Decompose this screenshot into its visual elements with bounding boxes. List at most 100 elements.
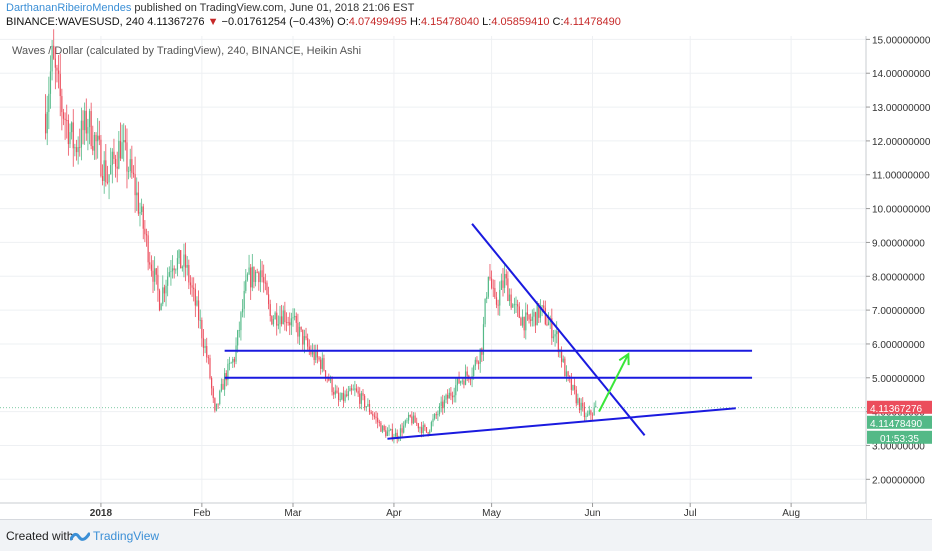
candle-body	[258, 272, 260, 283]
candle-body	[300, 326, 302, 330]
price-axis[interactable]: 15.00000000 14.00000000 13.00000000 12.0000…	[865, 35, 932, 519]
candle-body	[536, 303, 538, 326]
candle-body	[517, 304, 519, 307]
candle-body	[502, 280, 504, 288]
candle-body	[546, 324, 548, 326]
candle-body	[359, 393, 361, 404]
candle-body	[450, 392, 452, 396]
candle-body	[79, 147, 81, 148]
price-chart[interactable]: Waves / Dollar (calculated by TradingVie…	[0, 0, 932, 519]
candle-body	[587, 414, 589, 416]
candle-body	[62, 112, 65, 119]
candle-body	[101, 176, 104, 181]
candle-body	[113, 151, 115, 159]
last-price-text: 4.11367276	[147, 16, 205, 28]
candle-body	[134, 174, 136, 196]
candle-body	[562, 358, 564, 362]
candle-body	[508, 294, 511, 302]
candle-body	[281, 316, 283, 325]
candle-body	[564, 358, 566, 377]
candle-body	[590, 410, 592, 415]
candle-body	[499, 289, 501, 306]
candle-body	[214, 398, 216, 411]
candle-body	[525, 312, 527, 331]
candle-body	[321, 358, 323, 369]
candle-body	[188, 265, 190, 283]
candle-body	[77, 147, 79, 153]
candle-body	[66, 119, 68, 121]
time-axis[interactable]: 2018 Feb Mar Apr May Jun Jul Aug	[0, 502, 866, 519]
candle-body	[487, 276, 489, 297]
tradingview-brand-link[interactable]: TradingView	[93, 529, 160, 543]
price-tick-label: 9.00000000	[872, 238, 925, 249]
candle-body	[438, 405, 441, 415]
candle-body	[346, 394, 348, 396]
candle-body	[409, 414, 411, 417]
candle-body	[556, 331, 558, 335]
price-tick-label: 8.00000000	[872, 272, 925, 283]
candle-body	[461, 380, 463, 382]
candle-body	[250, 267, 252, 288]
candle-body	[544, 307, 546, 325]
candle-body	[364, 395, 366, 408]
candle-body	[276, 312, 278, 326]
candle-body	[116, 166, 118, 169]
candle-body	[197, 300, 200, 321]
candle-body	[380, 422, 382, 432]
candle-body	[557, 331, 559, 353]
candle-body	[367, 404, 369, 407]
candle-body	[401, 428, 403, 433]
candle-body	[53, 45, 55, 59]
candle-body	[207, 357, 209, 359]
candle-body	[375, 416, 377, 418]
candle-body	[422, 425, 424, 434]
target-arrow[interactable]	[598, 353, 630, 413]
candle-body	[85, 110, 87, 134]
candle-body	[49, 71, 52, 94]
high-label: H:	[409, 16, 421, 28]
descending-trendline[interactable]	[471, 223, 646, 436]
candle-body	[533, 312, 535, 317]
countdown-label: 01:53:35	[880, 434, 919, 445]
candle-body	[403, 425, 405, 433]
created-with-text: Created with	[6, 529, 74, 543]
candle-body	[390, 428, 392, 430]
close-price-badge	[867, 415, 932, 429]
candle-body	[241, 308, 244, 313]
candle-body	[477, 362, 480, 364]
price-tick-label: 6.00000000	[872, 340, 925, 351]
candle-body	[593, 407, 595, 416]
candle-body	[560, 350, 563, 362]
drawings[interactable]	[224, 223, 753, 440]
candle-body	[240, 312, 242, 331]
open-value: 4.07499495	[348, 16, 407, 28]
candle-body	[407, 414, 410, 421]
candle-body	[406, 420, 408, 422]
candle-body	[259, 270, 262, 283]
chart-grid	[0, 36, 866, 503]
candle-body	[414, 415, 416, 423]
candle-body	[171, 268, 174, 272]
time-tick-label: Aug	[782, 508, 800, 519]
candle-body	[142, 206, 144, 229]
candle-body	[248, 267, 250, 275]
candle-body	[386, 431, 389, 437]
candle-body	[67, 120, 69, 145]
candle-body	[303, 336, 306, 345]
candle-body	[492, 287, 494, 289]
candle-body	[574, 384, 576, 390]
ascending-support-line[interactable]	[387, 407, 736, 440]
candle-body	[118, 140, 120, 169]
candle-body	[150, 264, 152, 271]
candle-body	[95, 134, 97, 142]
author-link[interactable]: DarthananRibeiroMendes	[6, 2, 132, 14]
candle-body	[547, 322, 550, 326]
candle-body	[323, 358, 325, 371]
candle-body	[388, 429, 390, 432]
candle-body	[108, 174, 110, 183]
candle-body	[435, 414, 437, 416]
candle-body	[141, 206, 143, 213]
candle-body	[588, 410, 590, 415]
candle-body	[381, 425, 384, 432]
change-text: −0.01761254 (−0.43%)	[221, 16, 335, 28]
